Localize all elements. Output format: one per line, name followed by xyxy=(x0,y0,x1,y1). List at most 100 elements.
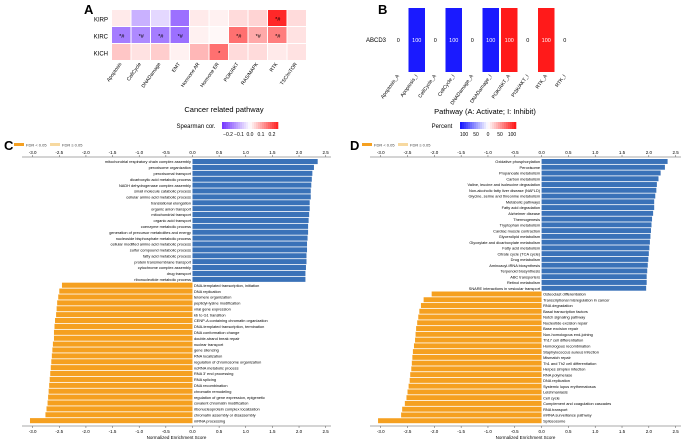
negative-bar xyxy=(52,341,193,347)
legend-label: FDR < 0.05 xyxy=(374,143,395,148)
term-label: protein transmembrane transport xyxy=(134,259,192,264)
negative-bar xyxy=(51,359,193,365)
term-label: peroxisomal transport xyxy=(154,171,192,176)
legend-tick: 0.0 xyxy=(247,132,254,138)
bottom-tick-label: 1.0 xyxy=(592,429,599,434)
legend-gradient-step xyxy=(276,122,279,129)
legend-tick: 0 xyxy=(487,132,490,138)
legend-tick: 100 xyxy=(508,132,517,138)
legend-tick: 0.2 xyxy=(269,132,276,138)
heatmap-cell xyxy=(556,8,573,72)
cell-significance: *# xyxy=(236,34,242,40)
heatmap-cell xyxy=(112,10,131,26)
negative-bar xyxy=(49,376,193,382)
legend-tick: −0.1 xyxy=(234,132,244,138)
term-label: Notch signaling pathway xyxy=(543,315,585,320)
top-tick-label: 2.5 xyxy=(323,150,330,155)
term-label: chromatin assembly or disassembly xyxy=(194,412,256,417)
legend-gradient-step xyxy=(232,122,235,129)
term-label: Peroxisome xyxy=(520,165,541,170)
term-label: Thermogenesis xyxy=(513,217,540,222)
positive-bar xyxy=(541,245,650,251)
heatmap-panel-b: ABCD3 0 Apoptosis_A 100 Apoptosis_I 0 CellCycl… xyxy=(366,8,573,138)
term-label: Cardiac muscle contraction xyxy=(493,228,540,233)
row-label: KIRP xyxy=(94,18,108,24)
column-label: RTK xyxy=(269,61,280,73)
legend-tick: 50 xyxy=(497,132,503,138)
negative-bar xyxy=(55,318,193,324)
top-tick-label: -2.0 xyxy=(82,150,90,155)
legend-swatch-nonsignificant xyxy=(50,143,60,146)
top-tick-label: 0.0 xyxy=(189,150,196,155)
legend-gradient-step xyxy=(476,122,479,129)
positive-bar xyxy=(541,210,654,216)
term-label: Herpes simplex infection xyxy=(543,367,585,372)
negative-bar xyxy=(53,329,193,335)
heatmap-cell xyxy=(287,27,306,43)
heatmap-cell xyxy=(229,27,248,43)
positive-bar xyxy=(541,262,648,268)
legend-gradient-step xyxy=(486,122,489,129)
negative-bar xyxy=(413,343,542,349)
top-tick-label: 2.5 xyxy=(673,150,680,155)
heatmap-cell xyxy=(190,27,209,43)
top-tick-label: 1.0 xyxy=(592,150,599,155)
top-tick-label: -1.0 xyxy=(135,150,143,155)
top-tick-label: -1.5 xyxy=(109,150,117,155)
term-label: kb to G1 transition xyxy=(194,312,226,317)
heatmap-cell xyxy=(248,27,267,43)
term-label: covalent chromatin modification xyxy=(194,401,249,406)
top-tick-label: -3.0 xyxy=(29,150,37,155)
legend-label: FDR < 0.05 xyxy=(26,143,47,148)
term-label: mitochondrial respiratory chain complex … xyxy=(105,159,191,164)
negative-bar xyxy=(57,300,193,306)
term-label: Osteoclast differentiation xyxy=(543,292,586,297)
term-label: Non-homologous end-joining xyxy=(543,332,593,337)
positive-bar xyxy=(541,182,657,188)
term-label: Complement and coagulation cascades xyxy=(543,401,611,406)
heatmap-cell xyxy=(112,44,131,60)
cell-value: 0 xyxy=(397,38,400,44)
legend-gradient-step xyxy=(230,122,233,129)
bottom-tick-label: 1.5 xyxy=(619,429,626,434)
term-label: telomere organization xyxy=(194,295,231,300)
heatmap-cell xyxy=(501,8,518,72)
heatmap-cell xyxy=(519,8,536,72)
legend-gradient-step xyxy=(264,122,267,129)
legend-gradient-step xyxy=(506,122,509,129)
cell-value: 0 xyxy=(526,38,529,44)
legend-gradient-step xyxy=(244,122,247,129)
column-label: PI3K/AKT_A xyxy=(491,73,512,100)
term-label: Fatty acid metabolism xyxy=(502,246,540,251)
legend-gradient-step xyxy=(474,122,477,129)
cell-value: 100 xyxy=(449,38,458,44)
legend-gradient-step xyxy=(224,122,227,129)
heatmap-cell xyxy=(131,27,150,43)
negative-bar xyxy=(420,303,542,308)
bottom-tick-label: 0.0 xyxy=(189,429,196,434)
term-label: Carbon metabolism xyxy=(506,176,540,181)
negative-bar xyxy=(378,418,542,424)
term-label: Th1 and Th2 cell differentiation xyxy=(543,361,596,366)
legend-gradient-step xyxy=(494,122,497,129)
panel-b-letter: B xyxy=(378,2,388,17)
term-label: DNA recombination xyxy=(194,383,228,388)
top-tick-label: -0.5 xyxy=(162,150,170,155)
positive-bar xyxy=(192,159,318,165)
term-label: Non-alcoholic fatty liver disease (NAFLD… xyxy=(469,188,541,193)
positive-bar xyxy=(192,188,311,194)
legend-swatch-nonsignificant xyxy=(398,143,408,146)
legend-gradient-step xyxy=(464,122,467,129)
legend-gradient-step xyxy=(514,122,517,129)
negative-bar xyxy=(61,282,193,288)
term-label: Basal transcription factors xyxy=(543,309,588,314)
positive-bar xyxy=(541,164,665,170)
heatmap-cell xyxy=(482,8,499,72)
negative-bar xyxy=(406,395,542,401)
heatmap-cell xyxy=(538,8,555,72)
column-label: RTK_I xyxy=(554,74,567,89)
negative-bar xyxy=(401,412,542,418)
bottom-tick-label: -2.0 xyxy=(82,429,90,434)
negative-bar xyxy=(407,389,542,395)
legend-gradient-step xyxy=(262,122,265,129)
